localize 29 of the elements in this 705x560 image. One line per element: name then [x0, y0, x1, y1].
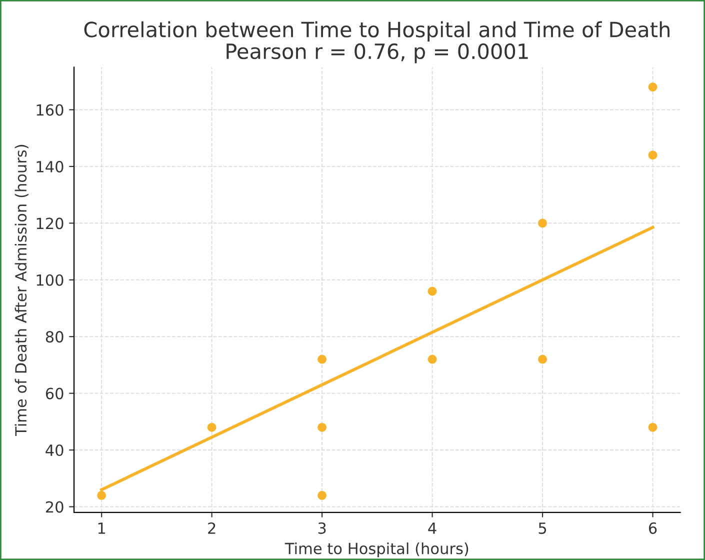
- point: [428, 286, 437, 296]
- y-tick-label: 100: [36, 274, 64, 286]
- point: [318, 422, 327, 432]
- x-tick-label: 1: [98, 522, 106, 534]
- y-tick-label: 80: [46, 331, 64, 343]
- x-axis-title: Time to Hospital (hours): [284, 542, 468, 558]
- point: [538, 354, 548, 364]
- point: [318, 354, 327, 364]
- x-tick-label: 6: [648, 522, 657, 534]
- y-tick-label: 20: [46, 501, 64, 513]
- x-tick-label: 4: [428, 522, 436, 534]
- point: [428, 354, 437, 364]
- y-axis-title: Time of Death After Admission (hours): [14, 144, 28, 436]
- point: [538, 218, 548, 228]
- point: [97, 490, 106, 500]
- y-tick-label: 120: [36, 218, 64, 230]
- point: [318, 490, 327, 500]
- y-tick-label: 140: [36, 160, 64, 172]
- y-tick-label: 40: [46, 444, 64, 456]
- point: [648, 150, 658, 160]
- point: [648, 422, 658, 432]
- x-tick-label: 3: [318, 522, 326, 534]
- point: [207, 422, 216, 432]
- x-tick-label: 2: [208, 522, 216, 534]
- y-tick-label: 160: [36, 104, 64, 116]
- y-tick-label: 60: [46, 388, 64, 400]
- chart-title: Correlation between Time to Hospital and Time of Death Pearson r = 0.76, p = 0.0001: [84, 21, 670, 64]
- point: [648, 82, 658, 92]
- x-tick-label: 5: [538, 522, 546, 534]
